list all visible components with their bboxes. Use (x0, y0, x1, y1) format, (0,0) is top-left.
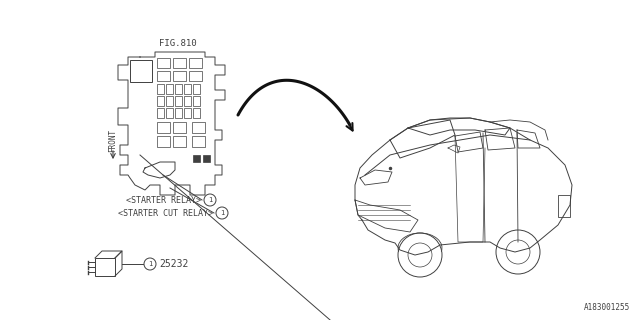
Bar (157, 122, 170, 133)
Bar (173, 71, 186, 81)
Text: 1: 1 (208, 197, 212, 203)
Bar (175, 108, 182, 118)
Text: A183001255: A183001255 (584, 303, 630, 312)
Bar (157, 136, 170, 147)
Bar (193, 84, 200, 94)
Bar (189, 71, 202, 81)
Bar (203, 155, 210, 162)
Bar (173, 58, 186, 68)
Bar (193, 155, 200, 162)
Text: FRONT: FRONT (109, 128, 118, 152)
Text: 25232: 25232 (159, 259, 188, 269)
Bar (184, 108, 191, 118)
Bar (192, 122, 205, 133)
Bar (184, 84, 191, 94)
Bar (175, 84, 182, 94)
Bar (173, 136, 186, 147)
Text: <STARTER RELAY>: <STARTER RELAY> (126, 196, 201, 204)
Bar (130, 60, 152, 82)
Text: 1: 1 (148, 261, 152, 267)
Bar (193, 108, 200, 118)
Bar (189, 58, 202, 68)
Bar (192, 136, 205, 147)
Bar (166, 84, 173, 94)
Bar (173, 122, 186, 133)
Bar (558, 195, 570, 217)
Bar (157, 58, 170, 68)
Bar (193, 96, 200, 106)
Text: <STARTER CUT RELAY>: <STARTER CUT RELAY> (118, 209, 213, 218)
Bar (166, 108, 173, 118)
Bar (157, 84, 164, 94)
Text: FIG.810: FIG.810 (159, 38, 197, 47)
Bar (184, 96, 191, 106)
Bar (157, 71, 170, 81)
Text: 1: 1 (220, 210, 224, 216)
Bar (95, 258, 115, 276)
Bar (157, 108, 164, 118)
Bar (175, 96, 182, 106)
Bar (157, 96, 164, 106)
Bar (166, 96, 173, 106)
